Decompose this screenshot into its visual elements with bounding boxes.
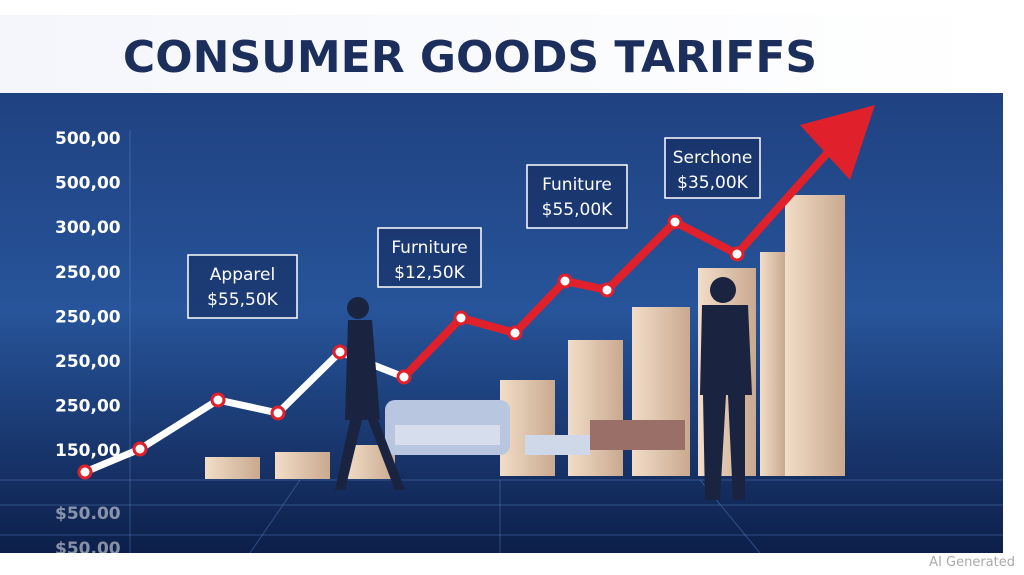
sofa — [385, 400, 510, 455]
callout-label: Apparel — [210, 265, 275, 285]
red-trend — [401, 147, 833, 380]
watermark: AI Generated — [929, 555, 1015, 570]
floor-grid — [0, 130, 1003, 554]
reflected-label: $50.00 — [55, 539, 121, 559]
axis-label: 300,00 — [55, 218, 121, 238]
axis-label: 250,00 — [55, 397, 121, 417]
callouts: Apparel $55,50K Furniture $12,50K Funiture $5… — [187, 137, 761, 319]
callout-box — [187, 254, 298, 319]
reflected-label: $50.00 — [55, 504, 121, 524]
arrow-head — [800, 105, 875, 180]
points — [77, 214, 745, 480]
callout-label: Serchone — [673, 148, 753, 168]
people — [335, 277, 752, 500]
callout-amount: $12,50K — [394, 263, 465, 283]
axis-label: 500,00 — [55, 174, 121, 194]
title-band — [0, 15, 1003, 93]
callout-label: Furniture — [391, 238, 467, 258]
title: CONSUMER GOODS TARIFFS — [123, 32, 817, 83]
axis-label: 250,00 — [55, 263, 121, 283]
callout-amount: $55,50K — [207, 290, 278, 310]
axis-label: 500,00 — [55, 129, 121, 149]
callout-label: Funiture — [542, 175, 612, 195]
axis-label: 250,00 — [55, 307, 121, 327]
callout-box — [664, 137, 761, 199]
chairs — [525, 420, 685, 455]
axis-labels: 500,00 500,00 300,00 250,00 250,00 250,00 250,… — [55, 129, 121, 559]
callout-box — [377, 227, 482, 288]
axis-label: 150,00 — [55, 441, 121, 461]
callout-amount: $35,00K — [677, 173, 748, 193]
callout-amount: $55,00K — [542, 200, 613, 220]
axis-label: 250,00 — [55, 352, 121, 372]
callout-box — [526, 164, 628, 229]
